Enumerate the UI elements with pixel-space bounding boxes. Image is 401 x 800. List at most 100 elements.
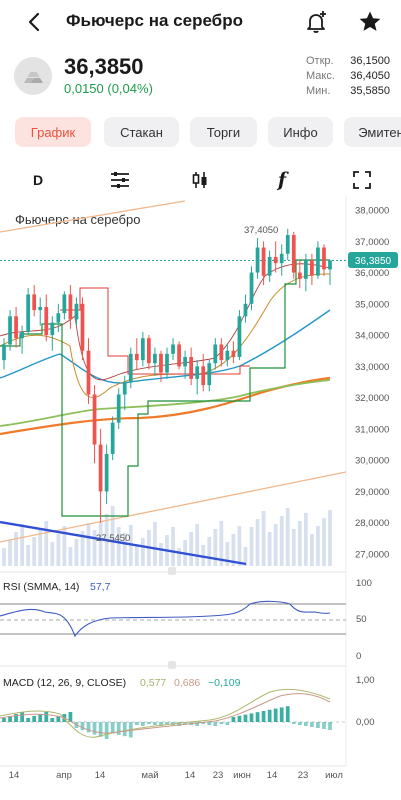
candle-body [297, 272, 302, 279]
back-button[interactable] [20, 8, 48, 36]
volume-bar [20, 524, 24, 566]
candle-body [171, 344, 175, 354]
macd-bar [328, 722, 332, 730]
macd-bar [14, 714, 18, 722]
candlestick-icon [192, 172, 207, 188]
price-tick-label: 33,0000 [355, 362, 389, 373]
macd-bar [231, 717, 236, 722]
price-chart[interactable]: Фьючерс на серебро 37,4050 27,5450 38,00… [0, 196, 401, 800]
price-tick-label: 29,0000 [355, 487, 389, 498]
candle-body [195, 366, 200, 379]
candle-body [26, 294, 31, 332]
macd-bar [249, 713, 254, 722]
candle-body [291, 235, 296, 273]
candle-body [86, 350, 91, 395]
tab-trades[interactable]: Торги [190, 117, 257, 147]
price-alert-button[interactable] [302, 8, 330, 36]
candle-body [20, 331, 24, 339]
last-price-badge [348, 252, 398, 268]
time-tick-label: май [141, 770, 158, 781]
macd-line [0, 688, 331, 738]
volume-bar [328, 510, 332, 566]
volume-bar [26, 545, 31, 566]
day-stats: Откр. 36,1500 Макс. 36,4050 Мин. 35,5850 [306, 54, 390, 99]
macd-value-2: 0,686 [174, 677, 200, 689]
volume-bar [261, 511, 266, 566]
candle-body [98, 444, 103, 492]
tab-issuer[interactable]: Эмитент [344, 117, 401, 147]
macd-bar [56, 716, 61, 722]
candle-body [38, 306, 43, 311]
pane-resize-handle[interactable] [168, 567, 176, 575]
price-tick-label: 30,0000 [355, 456, 389, 467]
candle-body [189, 356, 194, 379]
volume-bar [213, 529, 218, 566]
time-tick-label: 23 [213, 770, 224, 781]
functions-button[interactable]: f [277, 169, 287, 191]
volume-bar [267, 532, 272, 566]
interval-button[interactable]: D [32, 172, 44, 188]
candle-body [62, 294, 67, 314]
macd-bar [237, 715, 242, 722]
candle-body [213, 344, 218, 364]
candle-body [165, 353, 169, 373]
volume-bar [310, 534, 314, 566]
volume-bar [62, 526, 67, 566]
candle-body [310, 260, 314, 276]
sliders-icon [111, 172, 129, 188]
rsi-axis-50: 50 [356, 614, 367, 625]
macd-bar [116, 722, 121, 735]
chart-type-button[interactable] [186, 166, 214, 194]
tab-chart[interactable]: График [15, 117, 91, 147]
candle-body [316, 247, 320, 276]
price-tick-label: 31,0000 [355, 424, 389, 435]
pane-resize-handle[interactable] [168, 661, 176, 669]
ma-blue [0, 309, 331, 384]
volume-bar [273, 524, 278, 566]
candle-body [322, 247, 326, 270]
fullscreen-button[interactable] [348, 166, 376, 194]
macd-bar [297, 722, 302, 725]
favorite-button[interactable] [356, 8, 384, 36]
volume-bar [50, 542, 55, 566]
volume-bar [195, 524, 200, 566]
volume-bar [303, 513, 308, 566]
volume-bar [285, 508, 290, 566]
macd-bar [255, 712, 260, 722]
macd-bar [26, 718, 31, 722]
volume-bar [153, 522, 157, 566]
volume-bar [110, 506, 115, 566]
candle-body [219, 344, 224, 361]
macd-bar [32, 716, 37, 722]
candle-body [44, 306, 49, 336]
macd-label: MACD (12, 26, 9, CLOSE) [3, 677, 126, 689]
tab-info[interactable]: Инфо [268, 117, 333, 147]
candle-body [74, 303, 79, 320]
macd-bar [104, 722, 109, 739]
macd-bar [50, 718, 55, 722]
candle-body [110, 422, 115, 454]
volume-bar [74, 539, 79, 566]
volume-bar [243, 547, 248, 566]
time-tick-label: июл [325, 770, 343, 781]
channel-lower [0, 259, 330, 517]
candle-body [32, 294, 37, 311]
candle-body [183, 356, 187, 367]
candle-body [122, 382, 127, 395]
candle-body [225, 350, 230, 361]
candle-body [201, 366, 206, 386]
macd-bar [219, 722, 224, 724]
volume-bar [231, 534, 236, 566]
candle-body [261, 247, 266, 276]
macd-bar [291, 722, 296, 724]
candle-body [8, 316, 12, 345]
volume-bar [291, 529, 296, 566]
macd-bar [225, 722, 230, 725]
macd-bar [20, 712, 24, 722]
tab-order-book[interactable]: Стакан [104, 117, 179, 147]
indicators-button[interactable] [106, 166, 134, 194]
rsi-pane: RSI (SMMA, 14) 57,7 100 50 0 [0, 578, 372, 662]
macd-bar [147, 722, 151, 724]
candle-body [134, 353, 139, 361]
macd-bar [165, 722, 169, 724]
